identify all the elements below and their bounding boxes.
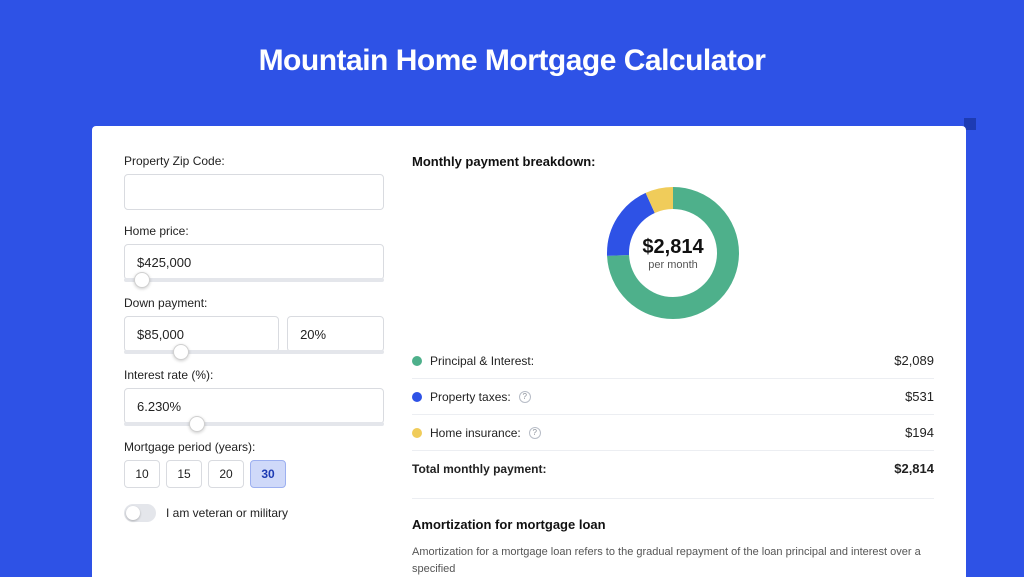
interest-rate-input[interactable] bbox=[124, 388, 384, 424]
monthly-payment-donut: $2,814 per month bbox=[603, 183, 743, 323]
info-icon[interactable]: ? bbox=[519, 391, 531, 403]
legend-row-property_taxes: Property taxes:? $531 bbox=[412, 378, 934, 414]
breakdown-heading: Monthly payment breakdown: bbox=[412, 154, 934, 169]
info-icon[interactable]: ? bbox=[529, 427, 541, 439]
breakdown-column: Monthly payment breakdown: $2,814 per mo… bbox=[412, 154, 934, 577]
legend-row-principal_interest: Principal & Interest: $2,089 bbox=[412, 343, 934, 378]
legend-value-home_insurance: $194 bbox=[905, 425, 934, 440]
legend-total-value: $2,814 bbox=[894, 461, 934, 476]
legend-label-property_taxes: Property taxes: bbox=[430, 390, 511, 404]
veteran-toggle-row: I am veteran or military bbox=[124, 504, 384, 522]
down-payment-slider[interactable] bbox=[124, 350, 384, 354]
down-payment-input[interactable] bbox=[124, 316, 279, 352]
down-payment-field: Down payment: bbox=[124, 296, 384, 354]
mortgage-period-label: Mortgage period (years): bbox=[124, 440, 384, 454]
period-btn-15[interactable]: 15 bbox=[166, 460, 202, 488]
down-payment-label: Down payment: bbox=[124, 296, 384, 310]
legend-label-principal_interest: Principal & Interest: bbox=[430, 354, 534, 368]
page-title: Mountain Home Mortgage Calculator bbox=[0, 0, 1024, 106]
legend-value-principal_interest: $2,089 bbox=[894, 353, 934, 368]
home-price-label: Home price: bbox=[124, 224, 384, 238]
legend-total-label: Total monthly payment: bbox=[412, 462, 546, 476]
down-payment-pct-input[interactable] bbox=[287, 316, 384, 352]
zip-input[interactable] bbox=[124, 174, 384, 210]
amortization-section: Amortization for mortgage loan Amortizat… bbox=[412, 498, 934, 577]
legend-list: Principal & Interest: $2,089 Property taxe… bbox=[412, 343, 934, 450]
mortgage-period-field: Mortgage period (years): 10152030 bbox=[124, 440, 384, 488]
donut-center-sub: per month bbox=[648, 259, 698, 271]
calculator-card: Property Zip Code: Home price: Down paym… bbox=[92, 126, 966, 577]
period-btn-10[interactable]: 10 bbox=[124, 460, 160, 488]
veteran-toggle-label: I am veteran or military bbox=[166, 506, 288, 520]
amortization-heading: Amortization for mortgage loan bbox=[412, 517, 934, 532]
donut-center: $2,814 per month bbox=[603, 183, 743, 323]
interest-rate-label: Interest rate (%): bbox=[124, 368, 384, 382]
home-price-slider[interactable] bbox=[124, 278, 384, 282]
period-btn-20[interactable]: 20 bbox=[208, 460, 244, 488]
legend-label-home_insurance: Home insurance: bbox=[430, 426, 521, 440]
donut-center-value: $2,814 bbox=[642, 236, 703, 259]
legend-dot-principal_interest bbox=[412, 356, 422, 366]
amortization-text: Amortization for a mortgage loan refers … bbox=[412, 544, 934, 577]
legend-row-home_insurance: Home insurance:? $194 bbox=[412, 414, 934, 450]
period-btn-30[interactable]: 30 bbox=[250, 460, 286, 488]
legend-dot-home_insurance bbox=[412, 428, 422, 438]
donut-wrap: $2,814 per month bbox=[412, 183, 934, 323]
home-price-field: Home price: bbox=[124, 224, 384, 282]
interest-rate-slider[interactable] bbox=[124, 422, 384, 426]
legend-dot-property_taxes bbox=[412, 392, 422, 402]
veteran-toggle[interactable] bbox=[124, 504, 156, 522]
legend-total-row: Total monthly payment: $2,814 bbox=[412, 450, 934, 486]
home-price-slider-thumb[interactable] bbox=[134, 272, 150, 288]
interest-rate-field: Interest rate (%): bbox=[124, 368, 384, 426]
down-payment-slider-thumb[interactable] bbox=[173, 344, 189, 360]
home-price-input[interactable] bbox=[124, 244, 384, 280]
zip-field: Property Zip Code: bbox=[124, 154, 384, 210]
legend-value-property_taxes: $531 bbox=[905, 389, 934, 404]
inputs-column: Property Zip Code: Home price: Down paym… bbox=[124, 154, 384, 577]
veteran-toggle-knob bbox=[126, 506, 140, 520]
interest-rate-slider-thumb[interactable] bbox=[189, 416, 205, 432]
mortgage-period-buttons: 10152030 bbox=[124, 460, 384, 488]
zip-label: Property Zip Code: bbox=[124, 154, 384, 168]
